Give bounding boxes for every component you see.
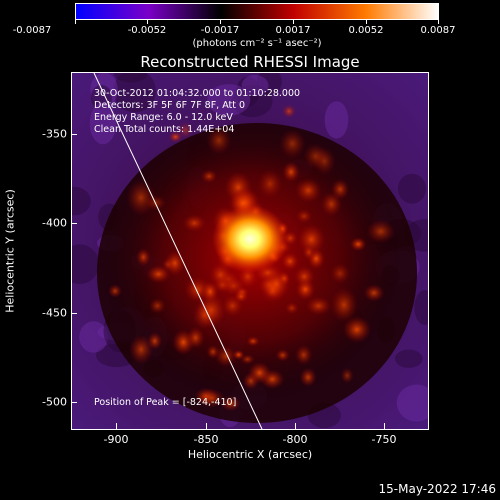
info-detectors: Detectors: 3F 5F 6F 7F 8F, Att 0 xyxy=(94,100,246,111)
y-tick xyxy=(71,402,77,403)
colorbar-units: (photons cm⁻² s⁻¹ asec⁻²) xyxy=(192,38,322,49)
flare-core xyxy=(212,205,288,273)
y-tick-label: -400 xyxy=(42,216,67,230)
colorbar-tick xyxy=(147,20,148,24)
y-axis-label: Heliocentric Y (arcsec) xyxy=(3,189,17,313)
x-tick-label: -850 xyxy=(193,433,219,446)
x-tick xyxy=(116,423,117,429)
colorbar-tick xyxy=(366,20,367,24)
colorbar-tick-label: -0.0017 xyxy=(200,25,240,36)
colorbar-tick-label: -0.0052 xyxy=(127,25,167,36)
colorbar-tick-label: -0.0087 xyxy=(12,25,52,36)
x-tick-label: -750 xyxy=(371,433,397,446)
colorbar-tick xyxy=(220,20,221,24)
image-frame xyxy=(71,72,429,430)
solar-image xyxy=(72,73,428,429)
x-tick xyxy=(295,423,296,429)
colorbar-tick xyxy=(293,20,294,24)
colorbar-tick xyxy=(438,20,439,24)
y-tick xyxy=(71,134,77,135)
y-tick xyxy=(71,223,77,224)
plot-title: Reconstructed RHESSI Image xyxy=(140,53,360,71)
solar-limb-line xyxy=(93,73,263,429)
info-time-range: 30-Oct-2012 01:04:32.000 to 01:10:28.000 xyxy=(94,88,301,99)
y-tick-label: -350 xyxy=(42,127,67,141)
colorbar-tick-label: 0.0087 xyxy=(420,25,456,36)
colorbar xyxy=(75,3,439,20)
y-tick xyxy=(71,313,77,314)
x-tick xyxy=(384,423,385,429)
x-tick-label: -800 xyxy=(282,433,308,446)
peak-position: Position of Peak = [-824,-410] xyxy=(94,397,237,408)
colorbar-tick xyxy=(75,20,76,24)
x-tick-label: -900 xyxy=(103,433,129,446)
colorbar-tick-label: 0.0017 xyxy=(275,25,311,36)
colorbar-tick-label: 0.0052 xyxy=(348,25,384,36)
timestamp: 15-May-2022 17:46 xyxy=(378,482,496,496)
info-energy-range: Energy Range: 6.0 - 12.0 keV xyxy=(94,112,233,123)
y-tick-label: -450 xyxy=(42,306,67,320)
info-algorithm-counts: Clean Total counts: 1.44E+04 xyxy=(94,124,235,135)
x-tick xyxy=(206,423,207,429)
y-tick-label: -500 xyxy=(42,395,67,409)
x-axis-label: Heliocentric X (arcsec) xyxy=(187,448,313,461)
